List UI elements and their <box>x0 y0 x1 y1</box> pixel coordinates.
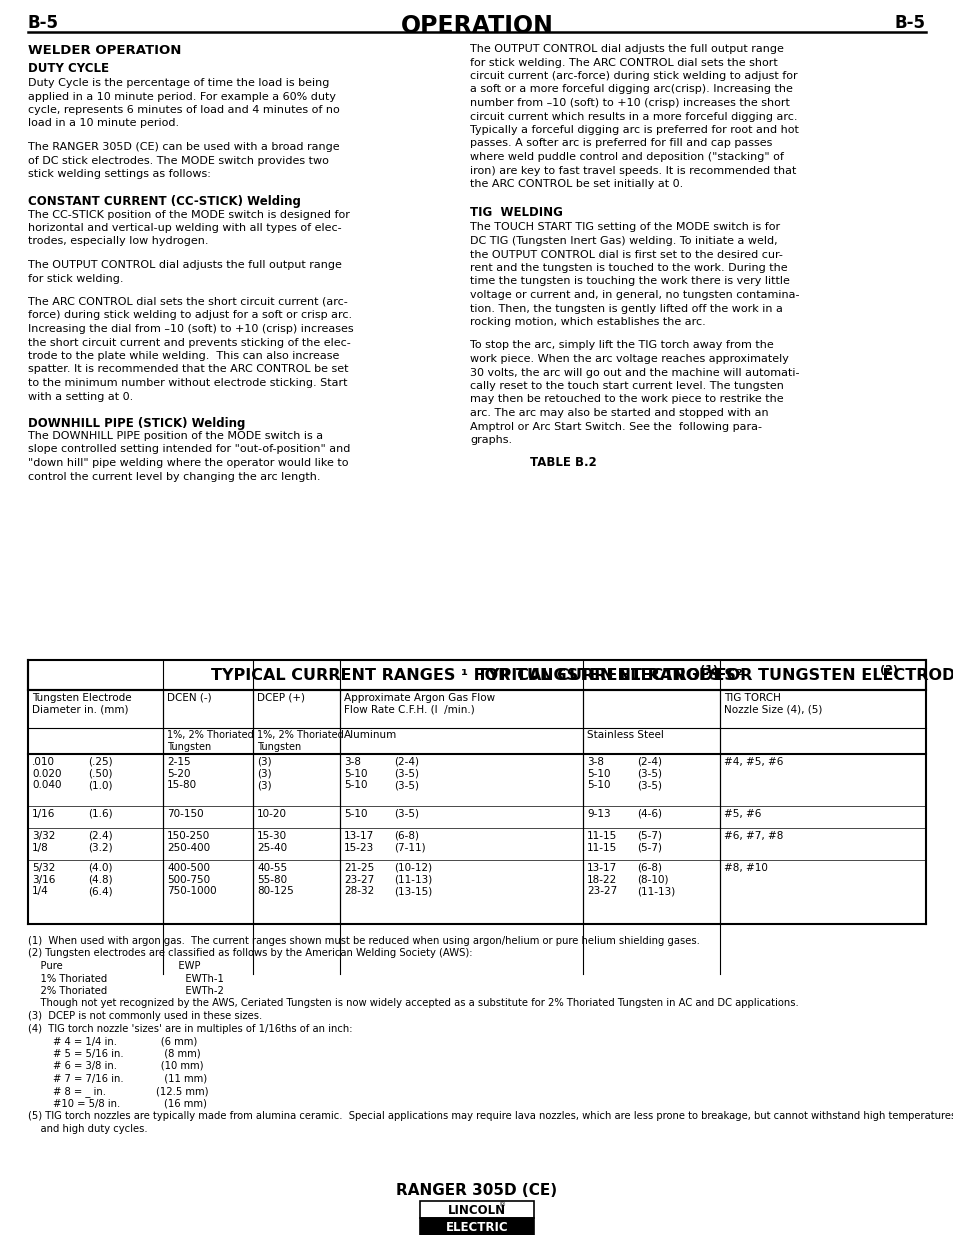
Text: Amptrol or Arc Start Switch. See the  following para-: Amptrol or Arc Start Switch. See the fol… <box>470 421 761 431</box>
Text: iron) are key to fast travel speeds. It is recommended that: iron) are key to fast travel speeds. It … <box>470 165 796 175</box>
Text: DC TIG (Tungsten Inert Gas) welding. To initiate a weld,: DC TIG (Tungsten Inert Gas) welding. To … <box>470 236 777 246</box>
Text: 1/16: 1/16 <box>32 809 55 819</box>
Text: (2): (2) <box>879 664 897 676</box>
Text: (3)  DCEP is not commonly used in these sizes.: (3) DCEP is not commonly used in these s… <box>28 1011 262 1021</box>
Text: 30 volts, the arc will go out and the machine will automati-: 30 volts, the arc will go out and the ma… <box>470 368 799 378</box>
Text: WELDER OPERATION: WELDER OPERATION <box>28 44 181 57</box>
Text: The TOUCH START TIG setting of the MODE switch is for: The TOUCH START TIG setting of the MODE … <box>470 222 780 232</box>
Text: for stick welding.: for stick welding. <box>28 273 123 284</box>
Text: OPERATION: OPERATION <box>400 14 553 38</box>
Text: circuit current (arc-force) during stick welding to adjust for: circuit current (arc-force) during stick… <box>470 70 797 82</box>
Text: and high duty cycles.: and high duty cycles. <box>28 1124 148 1134</box>
Text: TABLE B.2: TABLE B.2 <box>530 457 597 469</box>
Text: The OUTPUT CONTROL dial adjusts the full output range: The OUTPUT CONTROL dial adjusts the full… <box>470 44 783 54</box>
Text: the short circuit current and prevents sticking of the elec-: the short circuit current and prevents s… <box>28 337 351 347</box>
Text: TIG  WELDING: TIG WELDING <box>470 206 562 220</box>
Text: 400-500
500-750
750-1000: 400-500 500-750 750-1000 <box>167 863 216 897</box>
Text: (1): (1) <box>700 664 718 676</box>
Text: Aluminum: Aluminum <box>344 730 396 740</box>
Text: horizontal and vertical-up welding with all types of elec-: horizontal and vertical-up welding with … <box>28 224 341 233</box>
Text: (1.6): (1.6) <box>88 809 112 819</box>
Text: 21-25
23-27
28-32: 21-25 23-27 28-32 <box>344 863 374 897</box>
Text: work piece. When the arc voltage reaches approximately: work piece. When the arc voltage reaches… <box>470 354 788 364</box>
Text: with a setting at 0.: with a setting at 0. <box>28 391 133 401</box>
Text: B-5: B-5 <box>28 14 59 32</box>
Text: cycle, represents 6 minutes of load and 4 minutes of no: cycle, represents 6 minutes of load and … <box>28 105 339 115</box>
Text: TYPICAL CURRENT RANGES: TYPICAL CURRENT RANGES <box>476 668 726 683</box>
Text: Stainless Steel: Stainless Steel <box>586 730 663 740</box>
Text: Though not yet recognized by the AWS, Ceriated Tungsten is now widely accepted a: Though not yet recognized by the AWS, Ce… <box>28 999 798 1009</box>
Text: (2.4)
(3.2): (2.4) (3.2) <box>88 831 112 852</box>
Text: the OUTPUT CONTROL dial is first set to the desired cur-: the OUTPUT CONTROL dial is first set to … <box>470 249 782 259</box>
Text: Tungsten Electrode
Diameter in. (mm): Tungsten Electrode Diameter in. (mm) <box>32 693 132 715</box>
Bar <box>419 1218 534 1235</box>
Text: 5/32
3/16
1/4: 5/32 3/16 1/4 <box>32 863 55 897</box>
Text: passes. A softer arc is preferred for fill and cap passes: passes. A softer arc is preferred for fi… <box>470 138 772 148</box>
Text: to the minimum number without electrode sticking. Start: to the minimum number without electrode … <box>28 378 347 388</box>
Text: #5, #6: #5, #6 <box>723 809 760 819</box>
Text: slope controlled setting intended for "out-of-position" and: slope controlled setting intended for "o… <box>28 445 350 454</box>
Text: TIG TORCH
Nozzle Size (4), (5): TIG TORCH Nozzle Size (4), (5) <box>723 693 821 715</box>
Text: 2% Thoriated                         EWTh-2: 2% Thoriated EWTh-2 <box>28 986 224 995</box>
Text: graphs.: graphs. <box>470 435 512 445</box>
Text: load in a 10 minute period.: load in a 10 minute period. <box>28 119 179 128</box>
Text: DUTY CYCLE: DUTY CYCLE <box>28 62 109 75</box>
Text: arc. The arc may also be started and stopped with an: arc. The arc may also be started and sto… <box>470 408 768 417</box>
Text: 11-15
11-15: 11-15 11-15 <box>586 831 617 852</box>
Text: ®: ® <box>499 1202 506 1208</box>
Text: spatter. It is recommended that the ARC CONTROL be set: spatter. It is recommended that the ARC … <box>28 364 348 374</box>
Text: the ARC CONTROL be set initially at 0.: the ARC CONTROL be set initially at 0. <box>470 179 682 189</box>
Text: #8, #10: #8, #10 <box>723 863 767 873</box>
Text: trodes, especially low hydrogen.: trodes, especially low hydrogen. <box>28 236 209 247</box>
Text: (.25)
(.50)
(1.0): (.25) (.50) (1.0) <box>88 757 112 790</box>
Text: control the current level by changing the arc length.: control the current level by changing th… <box>28 472 320 482</box>
Text: 1% Thoriated                         EWTh-1: 1% Thoriated EWTh-1 <box>28 973 224 983</box>
Text: The OUTPUT CONTROL dial adjusts the full output range: The OUTPUT CONTROL dial adjusts the full… <box>28 261 341 270</box>
Text: 40-55
55-80
80-125: 40-55 55-80 80-125 <box>256 863 294 897</box>
Text: 1%, 2% Thoriated
Tungsten: 1%, 2% Thoriated Tungsten <box>167 730 253 752</box>
Text: (3-5): (3-5) <box>394 809 418 819</box>
Text: trode to the plate while welding.  This can also increase: trode to the plate while welding. This c… <box>28 351 339 361</box>
Text: rocking motion, which establishes the arc.: rocking motion, which establishes the ar… <box>470 317 705 327</box>
Text: # 7 = 7/16 in.             (11 mm): # 7 = 7/16 in. (11 mm) <box>28 1073 207 1083</box>
Text: #4, #5, #6: #4, #5, #6 <box>723 757 782 767</box>
Text: cally reset to the touch start current level. The tungsten: cally reset to the touch start current l… <box>470 382 783 391</box>
Text: #10 = 5/8 in.              (16 mm): #10 = 5/8 in. (16 mm) <box>28 1098 207 1109</box>
Text: #6, #7, #8: #6, #7, #8 <box>723 831 782 841</box>
Bar <box>28 659 925 690</box>
Text: DCEP (+): DCEP (+) <box>256 693 305 703</box>
Text: 70-150: 70-150 <box>167 809 203 819</box>
Text: time the tungsten is touching the work there is very little: time the tungsten is touching the work t… <box>470 277 789 287</box>
Text: 3-8
5-10
5-10: 3-8 5-10 5-10 <box>586 757 610 790</box>
Text: Pure                                     EWP: Pure EWP <box>28 961 200 971</box>
Text: voltage or current and, in general, no tungsten contamina-: voltage or current and, in general, no t… <box>470 290 799 300</box>
Text: 3-8
5-10
5-10: 3-8 5-10 5-10 <box>344 757 367 790</box>
Text: DOWNHILL PIPE (STICK) Welding: DOWNHILL PIPE (STICK) Welding <box>28 417 245 430</box>
Text: may then be retouched to the work piece to restrike the: may then be retouched to the work piece … <box>470 394 782 405</box>
Text: where weld puddle control and deposition ("stacking" of: where weld puddle control and deposition… <box>470 152 783 162</box>
Text: RANGER 305D (CE): RANGER 305D (CE) <box>396 1183 557 1198</box>
Text: (5-7)
(5-7): (5-7) (5-7) <box>637 831 661 852</box>
Text: (5) TIG torch nozzles are typically made from alumina ceramic.  Special applicat: (5) TIG torch nozzles are typically made… <box>28 1112 953 1121</box>
Text: FOR TUNGSTEN ELECTRODES: FOR TUNGSTEN ELECTRODES <box>709 668 953 683</box>
Text: # 6 = 3/8 in.              (10 mm): # 6 = 3/8 in. (10 mm) <box>28 1061 203 1071</box>
Text: Approximate Argon Gas Flow
Flow Rate C.F.H. (l  /min.): Approximate Argon Gas Flow Flow Rate C.F… <box>344 693 495 715</box>
Text: 2-15
5-20
15-80: 2-15 5-20 15-80 <box>167 757 197 790</box>
Text: a soft or a more forceful digging arc(crisp). Increasing the: a soft or a more forceful digging arc(cr… <box>470 84 792 95</box>
Text: (2) Tungsten electrodes are classified as follows by the American Welding Societ: (2) Tungsten electrodes are classified a… <box>28 948 472 958</box>
Text: To stop the arc, simply lift the TIG torch away from the: To stop the arc, simply lift the TIG tor… <box>470 341 773 351</box>
Text: rent and the tungsten is touched to the work. During the: rent and the tungsten is touched to the … <box>470 263 787 273</box>
Text: (3)
(3)
(3): (3) (3) (3) <box>256 757 272 790</box>
Text: 3/32
1/8: 3/32 1/8 <box>32 831 55 852</box>
Text: (10-12)
(11-13)
(13-15): (10-12) (11-13) (13-15) <box>394 863 432 897</box>
Text: CONSTANT CURRENT (CC-STICK) Welding: CONSTANT CURRENT (CC-STICK) Welding <box>28 194 300 207</box>
Bar <box>419 1200 534 1218</box>
Text: (6-8)
(8-10)
(11-13): (6-8) (8-10) (11-13) <box>637 863 675 897</box>
Text: (2-4)
(3-5)
(3-5): (2-4) (3-5) (3-5) <box>637 757 661 790</box>
Text: tion. Then, the tungsten is gently lifted off the work in a: tion. Then, the tungsten is gently lifte… <box>470 304 782 314</box>
Text: Increasing the dial from –10 (soft) to +10 (crisp) increases: Increasing the dial from –10 (soft) to +… <box>28 324 354 333</box>
Text: 9-13: 9-13 <box>586 809 610 819</box>
Text: (4)  TIG torch nozzle 'sizes' are in multiples of 1/16ths of an inch:: (4) TIG torch nozzle 'sizes' are in mult… <box>28 1024 352 1034</box>
Text: The RANGER 305D (CE) can be used with a broad range: The RANGER 305D (CE) can be used with a … <box>28 142 339 152</box>
Text: DCEN (-): DCEN (-) <box>167 693 212 703</box>
